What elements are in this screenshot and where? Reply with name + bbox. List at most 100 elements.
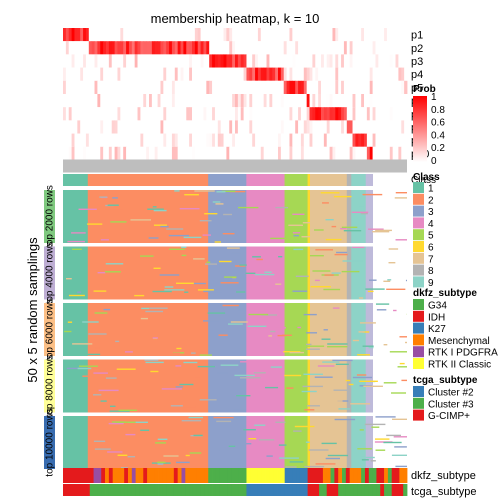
legend-label: 7 bbox=[428, 254, 434, 265]
class-legend-title: Class bbox=[413, 172, 440, 183]
prob-cell bbox=[318, 107, 322, 121]
prob-cell bbox=[100, 67, 104, 81]
prob-cell bbox=[137, 107, 141, 121]
prob-cell bbox=[338, 133, 342, 147]
legend-swatch bbox=[413, 276, 424, 288]
prob-cell bbox=[364, 80, 368, 94]
prob-row-label: p4 bbox=[411, 69, 423, 81]
prob-cell bbox=[180, 80, 184, 94]
prob-cell bbox=[106, 107, 110, 121]
prob-cell bbox=[232, 28, 236, 42]
sampling-streak bbox=[309, 255, 324, 257]
sampling-streak bbox=[152, 337, 159, 339]
prob-cell bbox=[128, 54, 133, 68]
sampling-streak bbox=[321, 442, 337, 445]
prob-cell bbox=[243, 41, 247, 55]
sampling-streak bbox=[153, 209, 167, 212]
dkfz-subtype-cell bbox=[338, 468, 343, 483]
prob-cell bbox=[111, 133, 115, 147]
prob-cell bbox=[386, 120, 391, 134]
prob-cell bbox=[298, 54, 302, 68]
tcga-subtype-cell bbox=[101, 484, 106, 496]
prob-cell bbox=[88, 107, 93, 121]
prob-cell bbox=[232, 94, 236, 108]
sampling-streak bbox=[399, 362, 405, 365]
dkfz-subtype-cell bbox=[277, 468, 282, 483]
prob-cell bbox=[384, 107, 388, 121]
prob-cell bbox=[269, 107, 273, 121]
sampling-streak bbox=[218, 334, 228, 336]
prob-cell bbox=[315, 146, 319, 160]
prob-cell bbox=[263, 54, 267, 68]
prob-cell bbox=[395, 133, 399, 147]
prob-cell bbox=[108, 80, 113, 94]
tcga-subtype-cell bbox=[315, 484, 320, 496]
prob-cell bbox=[329, 67, 333, 81]
prob-cell bbox=[329, 80, 333, 94]
tcga-subtype-cell bbox=[204, 484, 209, 496]
sampling-streak bbox=[236, 291, 246, 293]
prob-cell bbox=[263, 107, 267, 121]
sampling-streak bbox=[115, 421, 136, 423]
prob-cell bbox=[335, 120, 339, 134]
prob-cell bbox=[323, 80, 328, 94]
prob-cell bbox=[97, 67, 101, 81]
prob-cell bbox=[260, 80, 265, 94]
sampling-streak bbox=[293, 248, 304, 251]
prob-cell bbox=[114, 28, 118, 42]
prob-cell bbox=[375, 67, 379, 81]
prob-cell bbox=[151, 94, 156, 108]
prob-cell bbox=[381, 94, 385, 108]
prob-cell bbox=[326, 146, 330, 160]
prob-cell bbox=[398, 28, 402, 42]
prob-cell bbox=[361, 54, 365, 68]
prob-cell bbox=[343, 80, 348, 94]
sampling-streak bbox=[148, 237, 159, 239]
prob-cell bbox=[243, 133, 247, 147]
prob-cell bbox=[100, 54, 104, 68]
sampling-streak bbox=[326, 400, 343, 402]
sampling-streak bbox=[335, 363, 349, 365]
prob-cell bbox=[114, 54, 118, 68]
sampling-streak bbox=[371, 426, 380, 428]
prob-cell bbox=[77, 146, 81, 160]
prob-cell bbox=[315, 54, 319, 68]
prob-cell bbox=[352, 67, 356, 81]
prob-cell bbox=[91, 67, 95, 81]
prob-cell bbox=[180, 107, 184, 121]
prob-cell bbox=[114, 41, 118, 55]
dkfz-subtype-cell bbox=[391, 468, 396, 483]
prob-cell bbox=[143, 120, 147, 134]
sampling-streak bbox=[88, 333, 107, 335]
dkfz-subtype-cell bbox=[219, 468, 224, 483]
sampling-streak bbox=[395, 239, 407, 241]
prob-cell bbox=[321, 133, 325, 147]
sampling-streak bbox=[93, 290, 107, 292]
dkfz-subtype-cell bbox=[265, 468, 270, 483]
sampling-block bbox=[87, 359, 209, 413]
prob-cell bbox=[209, 94, 213, 108]
prob-cell bbox=[80, 28, 84, 42]
prob-cell bbox=[157, 94, 161, 108]
sampling-streak bbox=[359, 322, 376, 324]
prob-cell bbox=[280, 80, 285, 94]
tcga-subtype-cell bbox=[97, 484, 102, 496]
sampling-streak bbox=[176, 282, 194, 284]
prob-cell bbox=[381, 28, 385, 42]
tcga-subtype-cell bbox=[395, 484, 400, 496]
prob-cell bbox=[240, 80, 244, 94]
prob-cell bbox=[65, 80, 70, 94]
legend-label: Cluster #3 bbox=[428, 399, 474, 410]
prob-cell bbox=[220, 94, 224, 108]
sampling-block bbox=[351, 246, 367, 300]
legend-label: RTK II Classic bbox=[428, 360, 491, 371]
prob-cell bbox=[151, 107, 156, 121]
prob-cell bbox=[349, 41, 353, 55]
sampling-block bbox=[309, 190, 348, 243]
sampling-streak bbox=[367, 290, 374, 293]
prob-cell bbox=[85, 41, 90, 55]
prob-cell bbox=[108, 54, 113, 68]
sampling-streak bbox=[317, 365, 335, 367]
tcga-subtype-cell bbox=[246, 484, 251, 496]
tcga-subtype-cell bbox=[338, 484, 343, 496]
